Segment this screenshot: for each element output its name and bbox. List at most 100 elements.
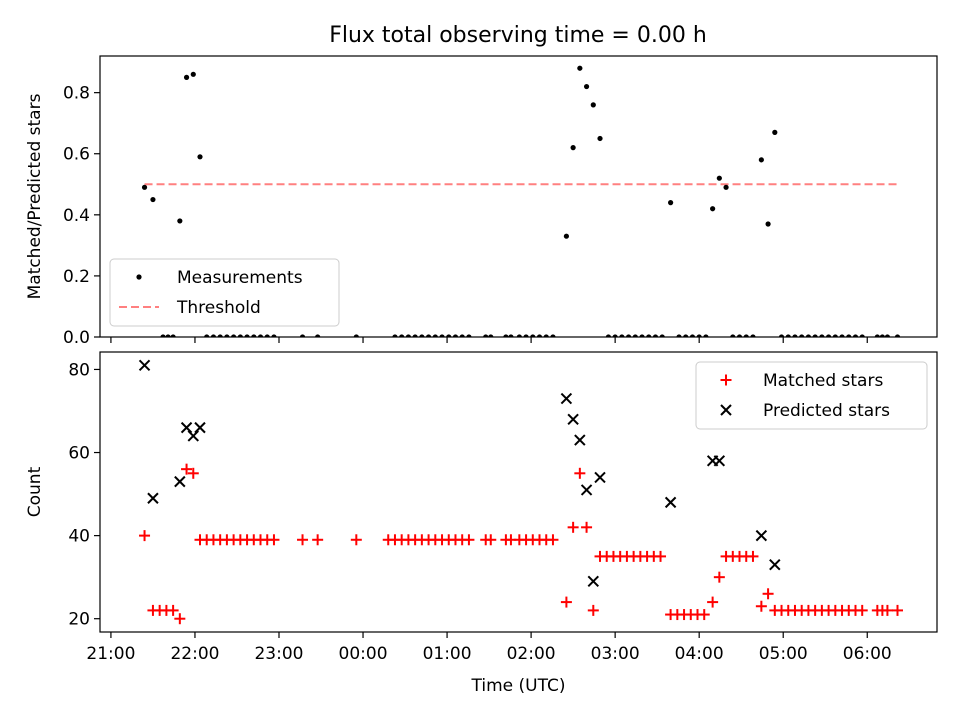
y-tick-label: 60 [68,444,90,464]
measurement-point [543,334,549,337]
chart-title: Flux total observing time = 0.00 h [329,23,707,48]
measurement-point [597,135,603,142]
x-tick-label: 21:00 [86,644,135,664]
y-tick-label: 0.6 [63,145,90,165]
marker-stroke [194,421,206,434]
measurement-point [605,334,612,337]
counts-panel: 20 40 60 80 21:00 22:00 23:00 00:00 01:00 02:00 03… [25,351,938,696]
measurement-point [271,334,277,337]
predicted-star-point [147,492,159,504]
predicted-star-point [194,421,206,434]
measurement-point [619,334,625,337]
x-tick-label: 05:00 [759,644,808,664]
measurement-point [503,334,509,337]
measurement-point [412,334,418,337]
predicted-star-point [713,455,726,467]
measurement-point [530,334,536,337]
matched-star-point [747,550,759,562]
matched-star-point [560,596,572,608]
matched-star-point [567,521,579,533]
matched-star-point [881,604,893,616]
predicted-star-point [138,359,151,372]
measurement-point [874,334,880,337]
measurement-point [204,334,210,337]
measurement-point [523,334,529,337]
matched-star-point [181,463,193,475]
matched-star-point [268,534,280,546]
x-tick-label: 23:00 [254,644,303,664]
legend-frame [109,258,340,327]
marker-stroke [580,484,593,496]
y-axis-label: Matched/Predicted stars [25,93,45,299]
measurement-point [210,334,217,337]
measurement-point [778,334,785,337]
measurement-point [197,154,203,160]
legend-dot-icon [136,274,142,280]
legend-frame [695,361,928,430]
measurement-point [612,334,618,337]
measurement-point [825,334,832,337]
measurement-point [405,334,412,337]
measurement-point [264,334,270,337]
measurement-point [839,334,845,337]
marker-stroke [187,430,199,442]
measurement-point [765,221,771,227]
measurement-point [632,334,638,337]
measurement-point [696,334,702,337]
measurement-point [251,334,257,337]
matched-star-point [547,534,559,546]
marker-stroke [769,558,781,571]
y-axis-label: Count [25,466,45,517]
matched-star-point [856,604,868,616]
data-points [141,65,901,337]
measurement-point [446,334,452,337]
measurement-point [516,334,522,337]
measurement-point [683,334,689,337]
measurement-point [750,334,756,337]
marker-stroke [574,434,586,446]
predicted-star-point [664,496,677,509]
axes-frame [99,351,938,633]
marker-stroke [147,492,159,504]
measurement-point [736,334,743,337]
marker-stroke [594,471,606,484]
measurement-point [224,334,230,337]
legend-top: Measurements Threshold [109,258,340,327]
matched-star-point [655,550,667,562]
measurement-point [743,334,749,337]
axes-frame [99,55,938,338]
legend-label: Predicted stars [763,401,890,421]
measurement-point [536,334,543,337]
y-tick-label: 40 [68,527,90,547]
y-tick-label: 0.0 [63,328,90,348]
matched-star-point [167,604,179,616]
x-tick-label: 06:00 [843,644,892,664]
measurement-point [244,334,250,337]
matched-star-point [755,600,767,612]
measurement-point [165,334,171,337]
measurement-point [459,334,465,337]
measurement-point [488,334,494,337]
marker-stroke [755,529,768,542]
measurement-point [879,334,885,337]
measurement-point [160,334,166,337]
measurement-point [419,334,425,337]
legend-label: Measurements [177,268,303,288]
measurement-point [852,334,859,337]
predicted-star-point [187,430,199,442]
measurement-point [170,334,176,337]
matched-star-point [713,571,725,583]
measurement-point [668,200,674,206]
measurement-point [758,157,764,163]
measurement-point [590,102,596,108]
predicted-star-point [594,471,606,484]
measurement-point [659,334,665,337]
measurement-point [550,334,556,337]
measurement-point [832,334,838,337]
measurement-point [805,334,812,337]
x-axis-label: Time (UTC) [471,676,566,696]
y-tick-label: 0.8 [63,84,90,104]
measurement-point [399,334,405,337]
predicted-star-point [174,475,186,488]
